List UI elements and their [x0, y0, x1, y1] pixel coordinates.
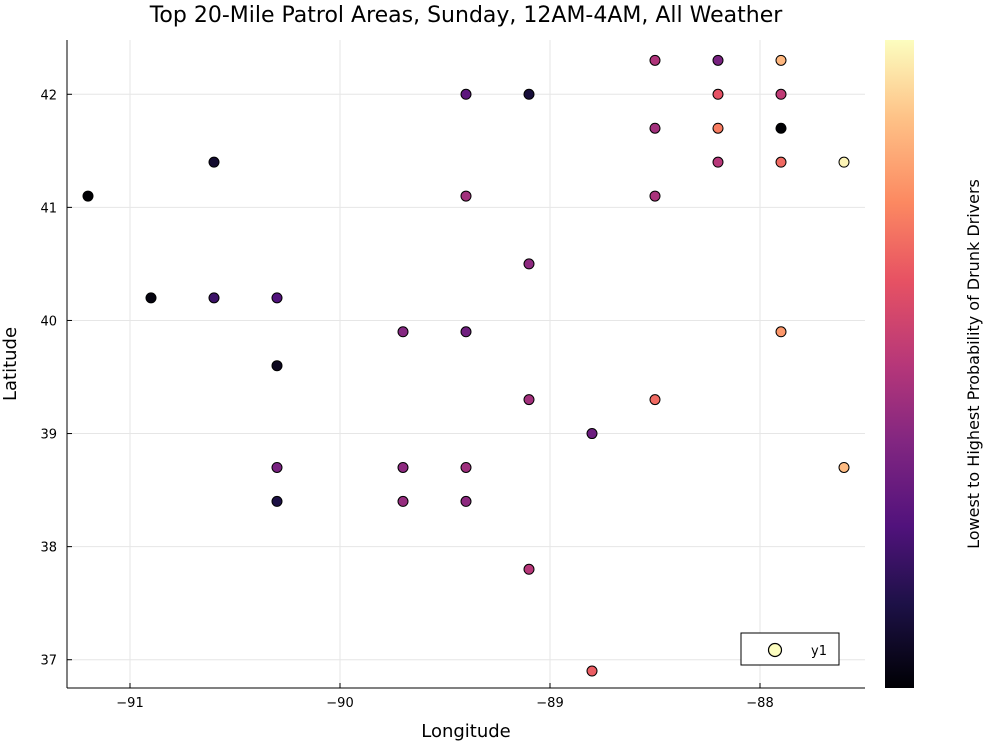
data-point — [208, 156, 220, 168]
legend: y1 — [740, 632, 840, 666]
data-point — [460, 88, 472, 100]
data-point — [397, 326, 409, 338]
colorbar-gradient — [885, 40, 914, 688]
data-point — [271, 360, 283, 372]
data-point — [271, 292, 283, 304]
x-tick-label: −89 — [536, 696, 563, 711]
colorbar: Lowest to Highest Probability of Drunk D… — [885, 40, 983, 688]
data-point — [523, 563, 535, 575]
y-tick-label: 37 — [40, 654, 57, 669]
data-point — [397, 495, 409, 507]
y-tick-label: 41 — [40, 201, 57, 216]
legend-label: y1 — [811, 644, 827, 659]
data-point — [586, 665, 598, 677]
data-points — [82, 54, 850, 677]
grid — [67, 40, 865, 688]
x-axis-ticks: −91 −90 −89 −88 — [116, 683, 774, 711]
chart-title: Top 20-Mile Patrol Areas, Sunday, 12AM-4… — [149, 3, 784, 28]
data-point — [460, 326, 472, 338]
y-tick-label: 42 — [40, 88, 57, 103]
data-point — [649, 394, 661, 406]
data-point — [712, 54, 724, 66]
data-point — [523, 88, 535, 100]
data-point — [775, 88, 787, 100]
data-point — [208, 292, 220, 304]
colorbar-label: Lowest to Highest Probability of Drunk D… — [964, 179, 983, 549]
data-point — [586, 428, 598, 440]
data-point — [271, 461, 283, 473]
data-point — [82, 190, 94, 202]
data-point — [523, 258, 535, 270]
data-point — [460, 495, 472, 507]
y-tick-label: 38 — [40, 541, 57, 556]
y-axis-label: Latitude — [0, 327, 21, 401]
x-tick-label: −90 — [326, 696, 353, 711]
x-tick-label: −88 — [746, 696, 773, 711]
data-point — [712, 122, 724, 134]
data-point — [775, 122, 787, 134]
data-point — [838, 156, 850, 168]
data-point — [460, 190, 472, 202]
data-point — [775, 326, 787, 338]
data-point — [145, 292, 157, 304]
data-point — [712, 88, 724, 100]
y-axis-ticks: 37 38 39 40 41 42 — [40, 88, 72, 669]
legend-box — [740, 632, 840, 666]
data-point — [460, 461, 472, 473]
data-point — [523, 394, 535, 406]
data-point — [271, 495, 283, 507]
y-tick-label: 40 — [40, 314, 57, 329]
x-axis-label: Longitude — [421, 721, 511, 742]
data-point — [712, 156, 724, 168]
y-tick-label: 39 — [40, 428, 57, 443]
data-point — [775, 156, 787, 168]
x-tick-label: −91 — [116, 696, 143, 711]
legend-marker — [767, 642, 783, 658]
data-point — [649, 54, 661, 66]
axes — [66, 40, 865, 689]
data-point — [649, 190, 661, 202]
data-point — [775, 54, 787, 66]
data-point — [838, 461, 850, 473]
data-point — [649, 122, 661, 134]
data-point — [397, 461, 409, 473]
